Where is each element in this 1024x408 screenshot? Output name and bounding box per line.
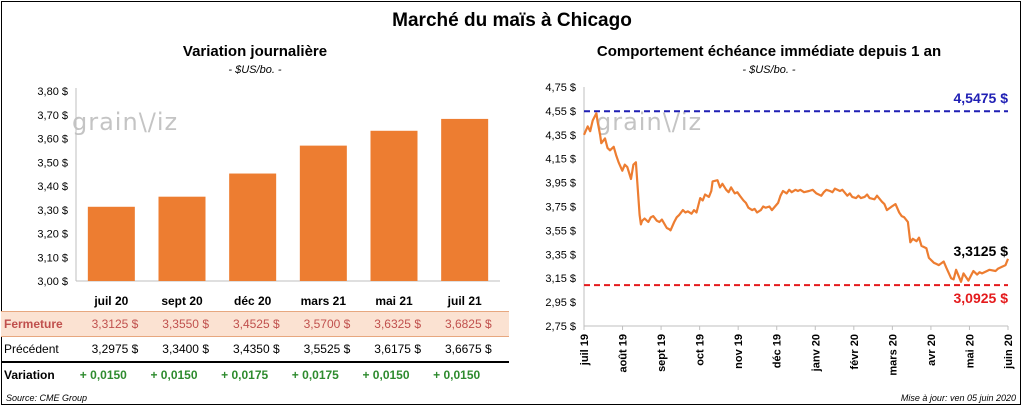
x-tick-label: mai 20	[964, 334, 976, 368]
low-label: 3,0925 $	[954, 290, 1009, 306]
row-label-variation: Variation	[4, 368, 55, 382]
y-tick-label: 3,95 $	[545, 178, 576, 190]
line-chart: 2,75 $ 2,95 $ 3,15 $ 3,35 $ 3,55 $ 3,75 $ 3,95…	[545, 82, 1015, 376]
table-cell: 3,6675 $	[444, 342, 492, 356]
table-cell: + 0,0150	[79, 368, 127, 382]
table-cell: 3,3550 $	[162, 317, 209, 331]
right-chart-unit: - $US/bo. -	[742, 64, 796, 76]
left-chart-unit: - $US/bo. -	[228, 64, 282, 76]
table-row-variation: Variation + 0,0150 + 0,0150 + 0,0175 + 0,01…	[1, 363, 509, 387]
row-label-fermeture: Fermeture	[4, 317, 63, 331]
bar	[370, 130, 418, 281]
y-tick-label: 3,75 $	[545, 202, 576, 214]
left-chart-title: Variation journalière	[182, 43, 328, 60]
right-chart-title: Comportement échéance immédiate depuis 1…	[596, 43, 942, 60]
y-tick-label: 3,60 $	[37, 134, 68, 146]
table-cell: + 0,0150	[433, 368, 481, 382]
y-tick-label: 3,55 $	[545, 225, 576, 237]
watermark-left-a: grain	[72, 108, 139, 136]
y-tick-label: 3,40 $	[37, 181, 68, 193]
x-tick-label: juil 20	[93, 294, 128, 308]
watermark-right-b: iz	[680, 108, 703, 136]
page-title: Marché du maïs à Chicago	[392, 10, 632, 31]
x-tick-label: oct 19	[695, 334, 707, 366]
x-tick-label: avr 20	[926, 334, 938, 366]
x-tick-label: mars 21	[301, 294, 347, 308]
y-tick-label: 4,35 $	[545, 130, 576, 142]
y-tick-label: 3,00 $	[37, 276, 68, 288]
bar-chart: 3,00 $ 3,10 $ 3,20 $ 3,30 $ 3,40 $ 3,50 $ 3,60…	[37, 86, 500, 308]
y-tick-label: 3,50 $	[37, 157, 68, 169]
y-tick-label: 4,15 $	[545, 154, 576, 166]
watermark-right-a: grain	[596, 108, 663, 136]
x-tick-label: sept 20	[161, 294, 203, 308]
x-tick-label: août 19	[618, 334, 630, 373]
x-tick-label: déc 19	[772, 334, 784, 368]
y-tick-label: 3,80 $	[37, 86, 68, 98]
x-tick-label: juil 19	[579, 334, 591, 366]
y-tick-label: 2,75 $	[545, 321, 576, 333]
bar	[299, 145, 347, 281]
bar	[87, 206, 135, 281]
table-cell: + 0,0150	[150, 368, 198, 382]
y-tick-label: 3,30 $	[37, 205, 68, 217]
y-tick-label: 3,10 $	[37, 252, 68, 264]
watermark-left-v-icon: \/	[138, 108, 157, 136]
watermark-left-b: iz	[156, 108, 179, 136]
y-tick-label: 3,35 $	[545, 249, 576, 261]
table-cell: 3,5525 $	[303, 342, 351, 356]
table-cell: + 0,0175	[221, 368, 269, 382]
x-tick-label: févr 20	[849, 334, 861, 369]
watermark-right-v-icon: \/	[662, 108, 681, 136]
x-tick-label: juil 21	[447, 294, 482, 308]
x-tick-label: mars 20	[887, 334, 899, 376]
y-tick-label: 3,20 $	[37, 229, 68, 241]
table-cell: + 0,0150	[362, 368, 410, 382]
watermark-left: grain\/iz	[72, 108, 178, 136]
x-tick-label: sept 19	[656, 334, 668, 372]
update-note: Mise à jour: ven 05 juin 2020	[900, 393, 1016, 403]
x-tick-label: nov 19	[733, 334, 745, 369]
table-cell: 3,6825 $	[444, 317, 492, 331]
x-tick-label: janv 20	[810, 334, 822, 372]
y-tick-label: 4,75 $	[545, 82, 576, 94]
x-tick-label: juin 20	[1003, 334, 1015, 370]
x-tick-label: déc 20	[234, 294, 272, 308]
table-cell: 3,4350 $	[232, 342, 280, 356]
table-row-precedent: Précédent 3,2975 $ 3,3400 $ 3,4350 $ 3,5525…	[1, 337, 509, 363]
y-tick-label: 3,15 $	[545, 273, 576, 285]
y-tick-label: 2,95 $	[545, 297, 576, 309]
table-cell: 3,2975 $	[91, 342, 139, 356]
last-value-label: 3,3125 $	[954, 243, 1009, 259]
bar	[229, 173, 277, 281]
watermark-right: grain\/iz	[596, 108, 702, 136]
row-label-precedent: Précédent	[4, 342, 59, 356]
y-tick-label: 4,55 $	[545, 106, 576, 118]
table-cell: 3,4525 $	[232, 317, 280, 331]
source-note: Source: CME Group	[6, 393, 88, 403]
table-cell: + 0,0175	[291, 368, 339, 382]
table-row-fermeture: Fermeture 3,3125 $ 3,3550 $ 3,4525 $ 3,5700…	[1, 311, 509, 337]
bar	[441, 118, 489, 281]
table-cell: 3,5700 $	[303, 317, 351, 331]
table-cell: 3,3125 $	[91, 317, 139, 331]
table-cell: 3,6175 $	[374, 342, 421, 356]
bar	[158, 196, 206, 281]
y-tick-label: 3,70 $	[37, 110, 68, 122]
x-tick-label: mai 21	[375, 294, 413, 308]
table-cell: 3,3400 $	[162, 342, 209, 356]
high-label: 4,5475 $	[954, 90, 1009, 106]
price-line	[582, 112, 1010, 283]
table-cell: 3,6325 $	[374, 317, 421, 331]
